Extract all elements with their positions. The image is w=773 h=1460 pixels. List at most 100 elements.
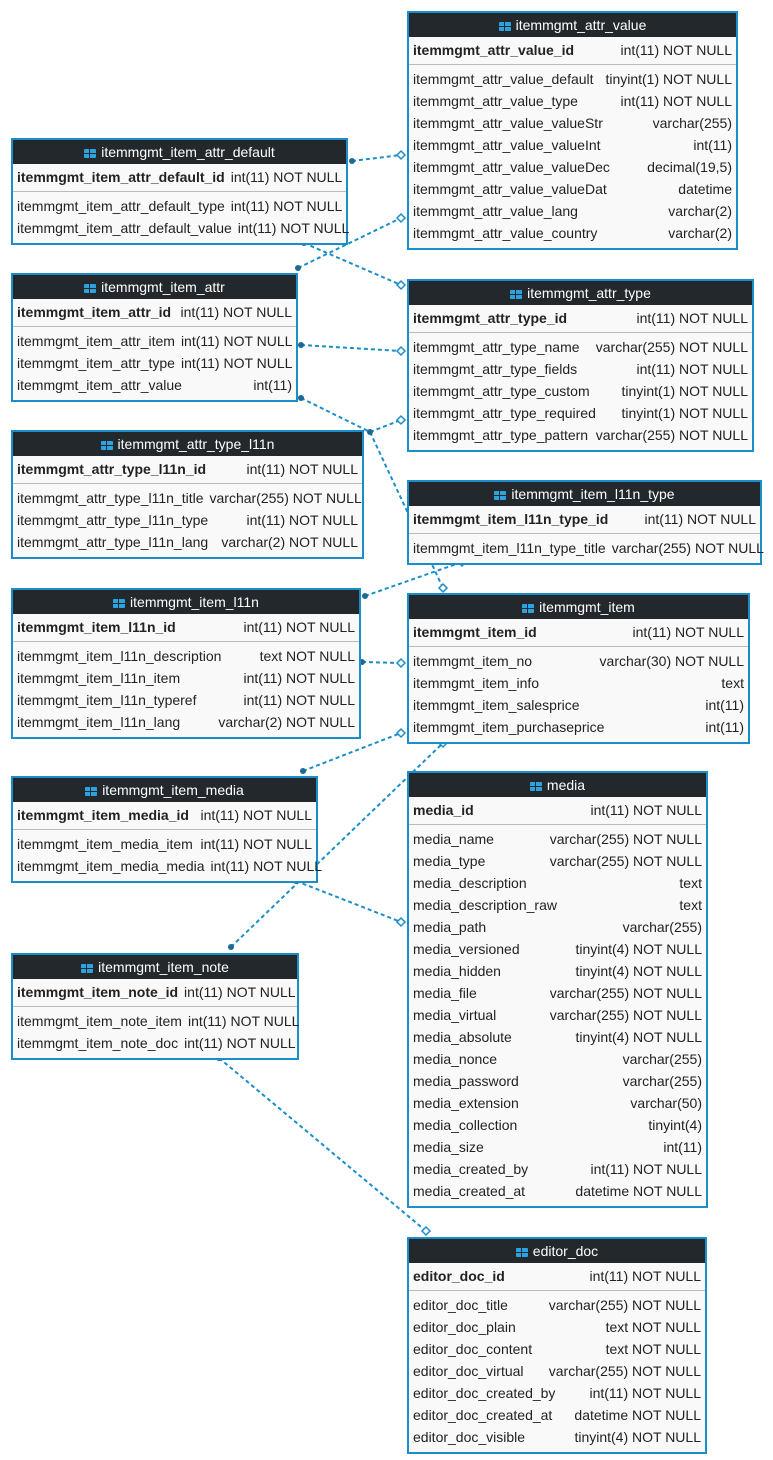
column-row: itemmgmt_attr_type_fields int(11) NOT NUL… [409,358,752,380]
relation [302,732,402,772]
column-name: itemmgmt_item_l11n_type_title [413,540,606,556]
column-row: media_type varchar(255) NOT NULL [409,850,706,872]
table-footer [13,1054,297,1058]
relation [300,344,402,352]
column-type: tinyint(4) NOT NULL [575,941,702,957]
table-header: itemmgmt_item_attr [13,275,296,299]
table-header: itemmgmt_item [409,595,748,619]
table-icon [113,599,126,608]
table: itemmgmt_item_l11n itemmgmt_item_l11n_id i… [11,588,361,739]
column-name: itemmgmt_item_attr_item [17,333,175,349]
table-name: media [546,777,586,793]
relation [351,154,402,162]
table-footer [13,553,362,557]
column-type: int(11) NOT NULL [180,355,293,371]
table-icon [515,1248,528,1257]
column-row: itemmgmt_attr_value_valueStr varchar(255) [409,112,736,134]
column-name: media_virtual [413,1007,497,1023]
target-diamond [395,212,407,224]
column-row: media_virtual varchar(255) NOT NULL [409,1004,706,1026]
column-row: itemmgmt_item_note_item int(11) NOT NULL [13,1010,299,1032]
column-row: itemmgmt_item_attr_value int(11) [13,374,296,396]
column-row: itemmgmt_item_l11n_typeref int(11) NOT NU… [13,689,359,711]
column-type: text NOT NULL [259,648,355,664]
column-name: media_file [413,985,477,1001]
primary-key-row: editor_doc_id int(11) NOT NULL [409,1263,705,1291]
column-row: media_name varchar(255) NOT NULL [409,828,706,850]
origin-dot [295,265,301,271]
primary-key-row: itemmgmt_item_l11n_type_id int(11) NOT NU… [409,506,760,534]
table-footer [409,446,752,450]
column-name: itemmgmt_attr_value_country [413,225,598,241]
target-diamond [395,279,407,291]
primary-key-row: itemmgmt_attr_type_id int(11) NOT NULL [409,305,752,333]
table-name: itemmgmt_item_attr_default [101,144,275,160]
column-name: media_description_raw [413,897,557,913]
column-name: itemmgmt_item_media_id [17,807,189,823]
column-row: itemmgmt_item_attr_default_value int(11) … [13,217,349,239]
column-type: int(11) NOT NULL [184,1035,296,1051]
column-type: int(11) NOT NULL [210,858,323,874]
column-type: int(11) NOT NULL [237,220,350,236]
column-type: int(11) NOT NULL [200,807,312,823]
table-name: editor_doc [532,1243,599,1259]
table-icon [522,604,535,613]
column-name: itemmgmt_item_salesprice [413,697,580,713]
column-type: varchar(255) NOT NULL [595,339,748,355]
table-footer [409,1202,706,1206]
column-row: media_password varchar(255) [409,1070,706,1092]
column-type: datetime [678,181,732,197]
origin-dot [349,158,355,164]
column-type: int(11) NOT NULL [184,984,296,1000]
table-icon [84,284,97,293]
column-type: varchar(255) [652,115,732,131]
relation [297,217,402,269]
column-row: editor_doc_plain text NOT NULL [409,1316,705,1338]
column-type: int(11) [705,697,744,713]
column-row: itemmgmt_attr_value_country varchar(2) [409,222,736,244]
column-row: itemmgmt_item_attr_default_type int(11) N… [13,195,346,217]
column-row: itemmgmt_attr_type_l11n_lang varchar(2) N… [13,531,362,553]
column-type: int(11) NOT NULL [590,1161,702,1177]
column-name: itemmgmt_item_note_id [17,984,179,1000]
column-type: int(11) NOT NULL [246,461,358,477]
column-type: int(11) NOT NULL [632,624,744,640]
table-icon [498,22,511,31]
column-type: varchar(2) NOT NULL [218,714,355,730]
column-name: media_description [413,875,527,891]
column-name: itemmgmt_attr_type_l11n_type [17,512,209,528]
column-type: varchar(255) NOT NULL [595,427,748,443]
column-type: int(11) NOT NULL [180,333,293,349]
column-row: media_path varchar(255) [409,916,706,938]
column-row: editor_doc_title varchar(255) NOT NULL [409,1294,705,1316]
column-name: editor_doc_virtual [413,1363,524,1379]
column-type: tinyint(1) NOT NULL [621,405,748,421]
column-type: int(11) [693,137,732,153]
column-name: itemmgmt_item_media_item [17,836,193,852]
table: editor_doc editor_doc_id int(11) NOT NULL e… [407,1237,707,1454]
table: itemmgmt_attr_value itemmgmt_attr_value_i… [407,11,738,250]
column-name: itemmgmt_item_purchaseprice [413,719,605,735]
column-name: itemmgmt_item_note_doc [17,1035,179,1051]
table-header: editor_doc [409,1239,705,1263]
column-row: media_collection tinyint(4) [409,1114,706,1136]
column-row: editor_doc_visible tinyint(4) NOT NULL [409,1426,705,1448]
column-name: media_nonce [413,1051,498,1067]
table-name: itemmgmt_attr_value [515,17,647,33]
column-row: media_hidden tinyint(4) NOT NULL [409,960,706,982]
column-type: int(11) NOT NULL [590,802,702,818]
column-type: varchar(50) [630,1095,702,1111]
column-name: media_type [413,853,486,869]
column-type: varchar(255) NOT NULL [548,1297,701,1313]
column-row: itemmgmt_attr_value_valueDat datetime [409,178,736,200]
column-type: int(11) NOT NULL [644,511,756,527]
column-name: itemmgmt_attr_value_id [413,42,575,58]
column-type: varchar(30) NOT NULL [599,653,744,669]
origin-dot [362,593,368,599]
column-name: itemmgmt_attr_value_valueDec [413,159,610,175]
column-type: tinyint(4) NOT NULL [575,1029,702,1045]
column-type: int(11) NOT NULL [589,1385,701,1401]
table: itemmgmt_item_attr itemmgmt_item_attr_id i… [11,273,298,402]
column-type: int(11) NOT NULL [636,310,748,326]
table-header: itemmgmt_attr_value [409,13,736,37]
